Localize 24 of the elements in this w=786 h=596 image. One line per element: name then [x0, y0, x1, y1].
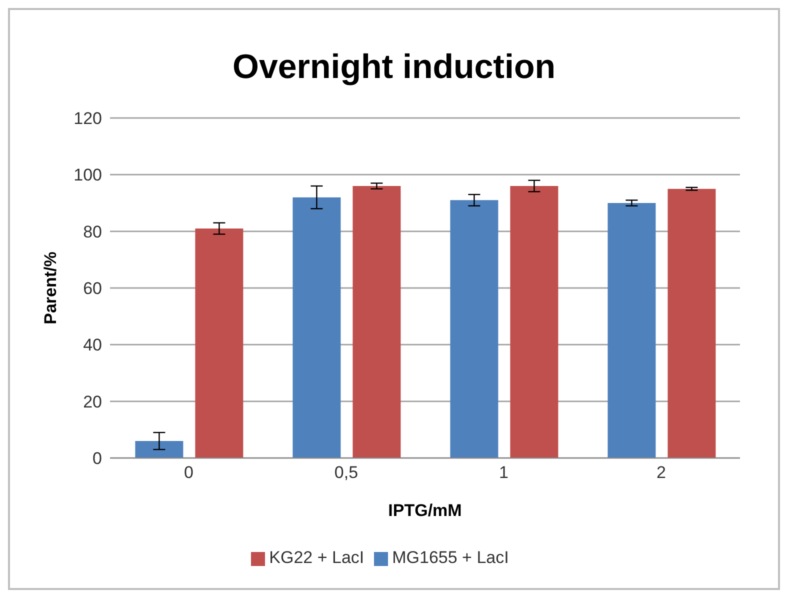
bar	[668, 188, 716, 458]
y-tick-label: 60	[83, 279, 102, 298]
y-tick-label: 120	[74, 109, 102, 128]
bar	[292, 197, 341, 458]
y-tick-label: 100	[74, 166, 102, 185]
legend-label: MG1655 + LacI	[392, 548, 509, 567]
x-tick-label: 1	[499, 463, 508, 482]
y-tick-label: 80	[83, 222, 102, 242]
bar	[450, 200, 498, 458]
bar	[135, 441, 184, 458]
y-tick-label: 0	[92, 449, 102, 468]
bar	[352, 186, 401, 458]
x-axis-title: IPTG/mM	[388, 501, 462, 520]
y-tick-label: 40	[83, 336, 102, 355]
x-tick-label: 0	[184, 463, 194, 482]
x-tick-label: 2	[656, 463, 666, 482]
y-axis-title: Parent/%	[41, 252, 60, 324]
bar	[195, 228, 244, 458]
y-tick-label: 20	[83, 392, 102, 412]
x-tick-label: 0,5	[334, 463, 358, 482]
chart-title: Overnight induction	[232, 48, 556, 88]
legend-label: KG22 + LacI	[269, 548, 364, 567]
bar	[510, 186, 558, 458]
bar	[608, 203, 656, 458]
